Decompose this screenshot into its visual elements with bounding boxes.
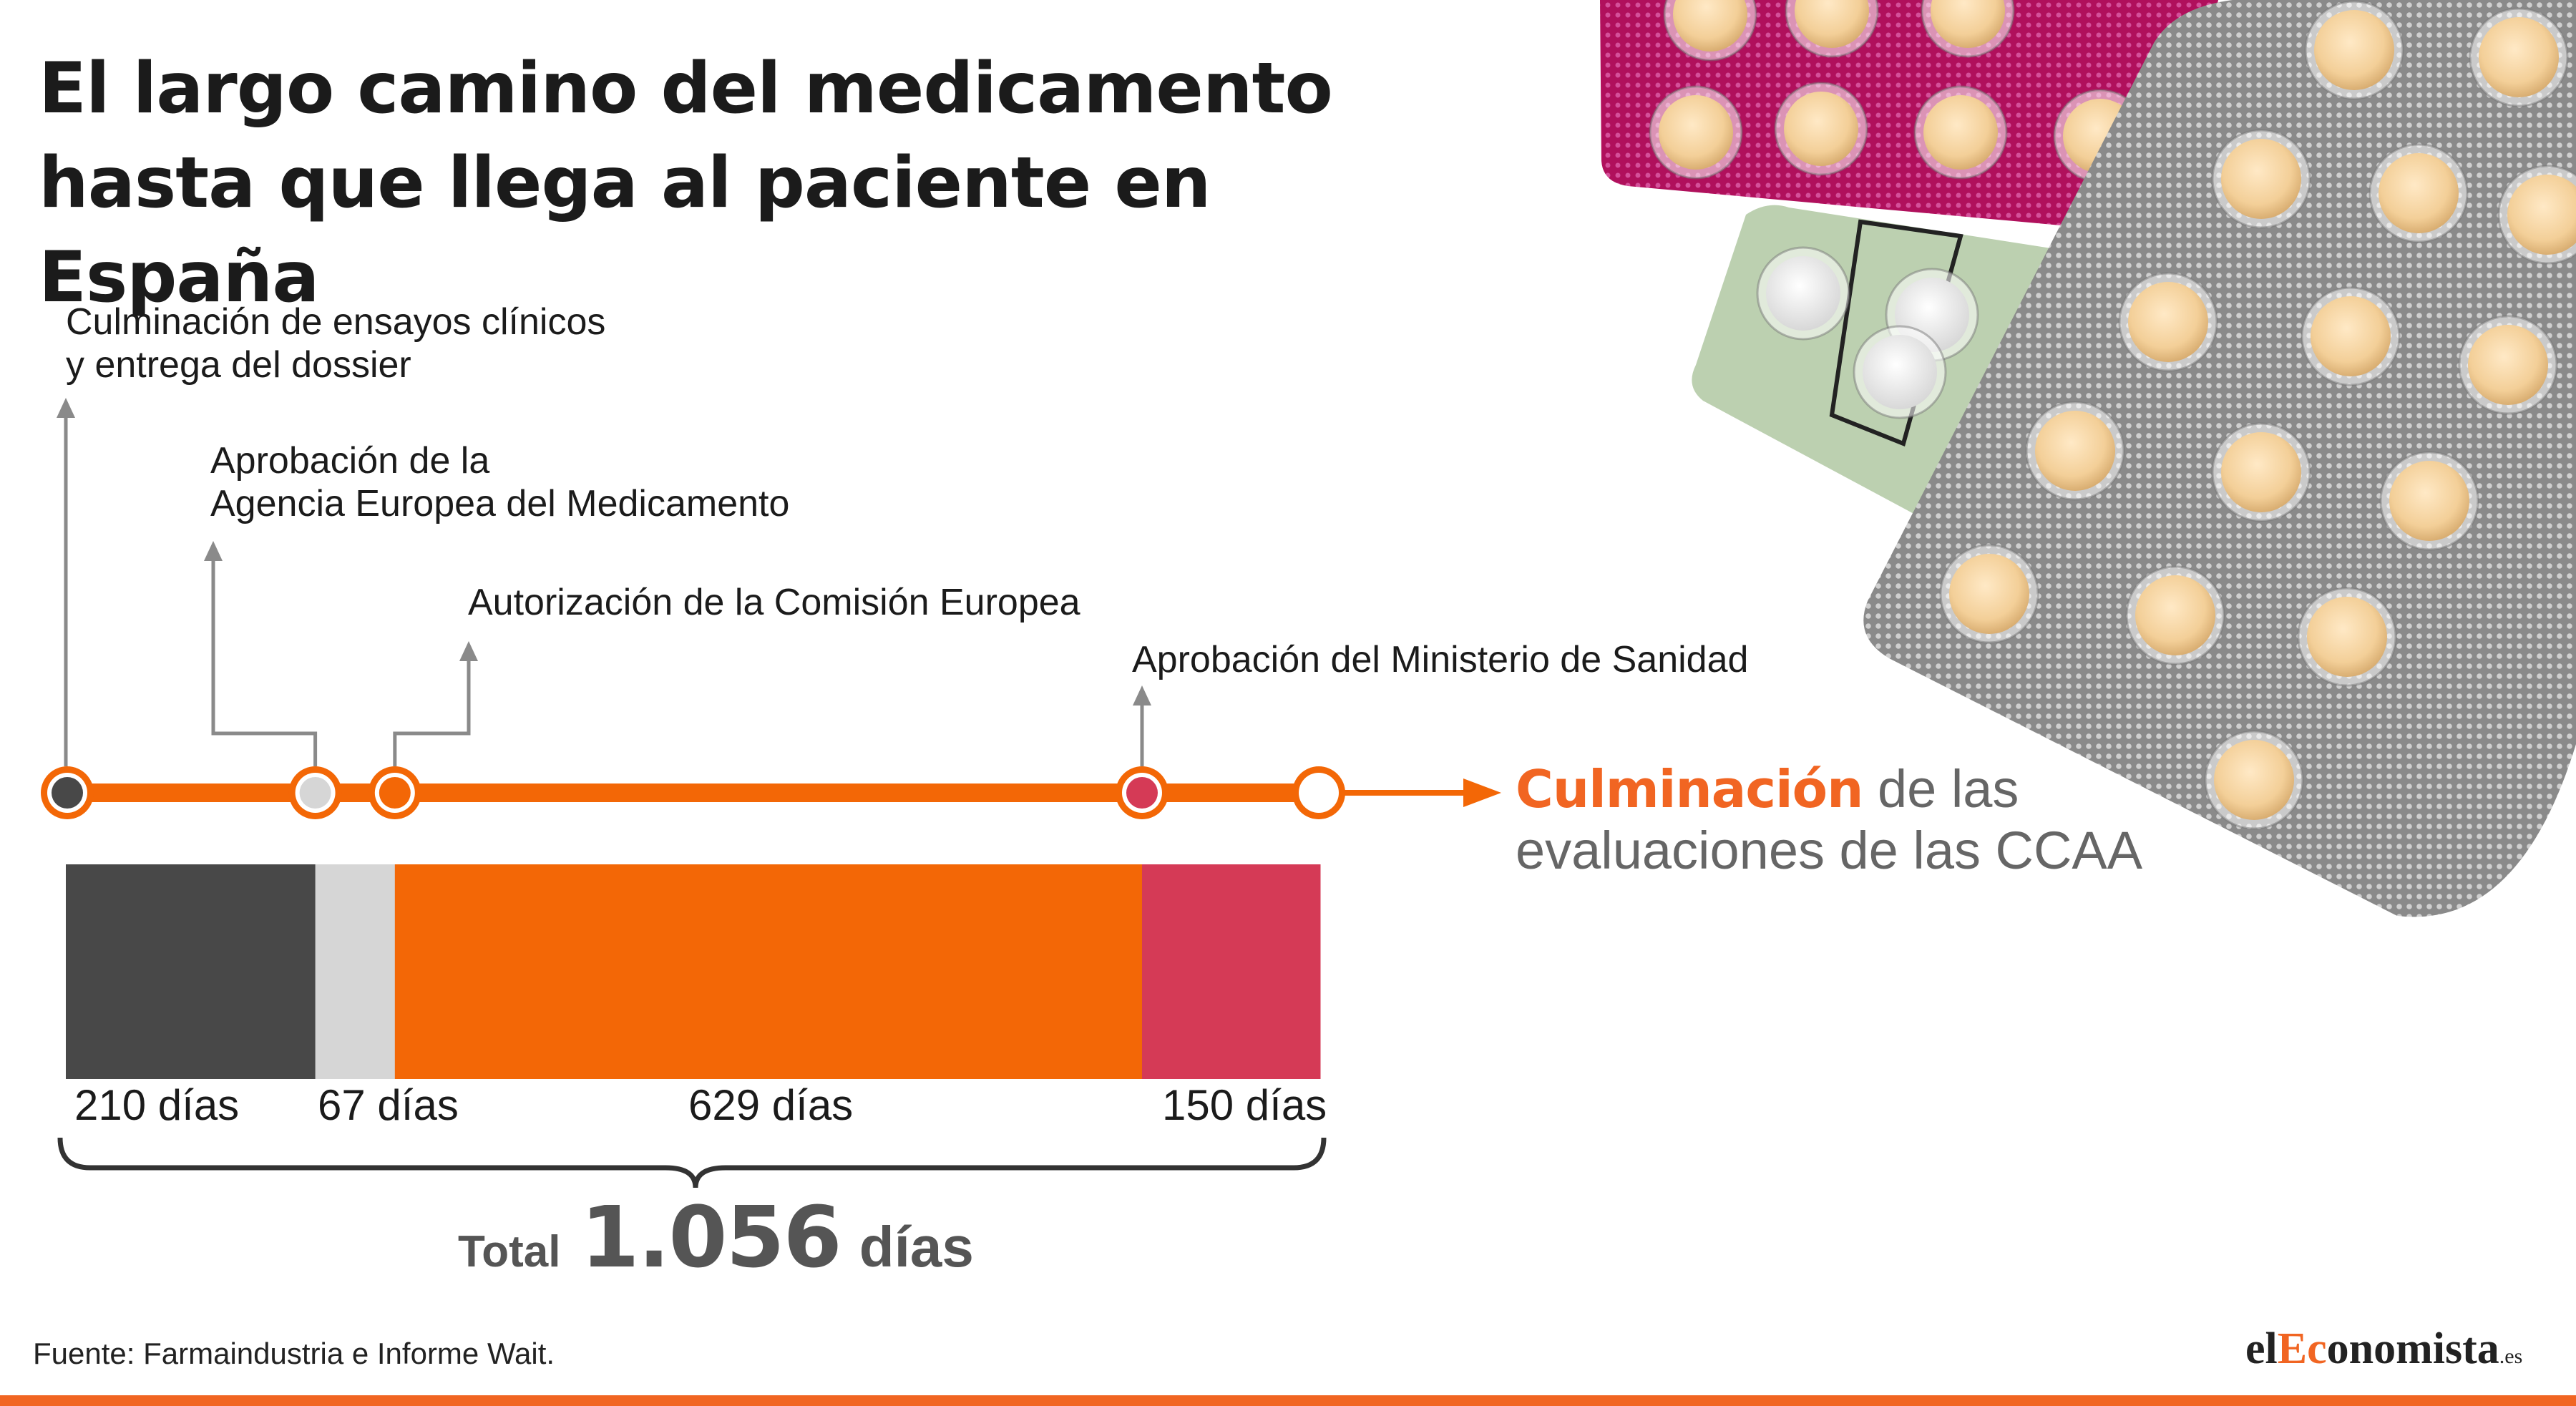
- silver-pill-15: [2214, 740, 2294, 820]
- milestone-connectors: [57, 398, 1151, 766]
- timeline-node-2: [299, 777, 331, 809]
- magenta-blister: [1600, 0, 2218, 233]
- milestone-4-line-1: Aprobación del Ministerio de Sanidad: [1132, 639, 1749, 680]
- silver-pill-6: [2128, 282, 2208, 362]
- page-title: El largo camino del medicamento hasta qu…: [39, 42, 1506, 325]
- logo-pre: el: [2245, 1324, 2278, 1373]
- stacked-bar: [66, 864, 1321, 1079]
- end-label: Culminación de las evaluaciones de las C…: [1516, 758, 2142, 882]
- milestone-2-line-2: Agencia Europea del Medicamento: [210, 483, 790, 524]
- bar-segment-4: [1141, 864, 1321, 1079]
- total: Total 1.056 días: [458, 1188, 974, 1287]
- bar-segment-1: [66, 864, 316, 1079]
- total-brace: [57, 1137, 1327, 1188]
- magenta-pill-7: [1931, 0, 2005, 48]
- end-label-line-2: evaluaciones de las CCAA: [1516, 821, 2143, 880]
- total-unit: días: [859, 1215, 974, 1279]
- connector-line-3: [393, 651, 471, 766]
- end-label-bold: Culminación: [1516, 759, 1863, 819]
- magenta-pill-5: [1673, 0, 1747, 52]
- milestone-3-line-1: Autorización de la Comisión Europea: [468, 582, 1080, 623]
- bar-segment-3: [394, 864, 1143, 1079]
- connector-arrow-2: [204, 541, 223, 561]
- timeline-node-5: [1303, 777, 1335, 809]
- green-blister-track: [1829, 219, 1963, 447]
- milestone-label-3: Autorización de la Comisión Europea: [468, 581, 1080, 624]
- logo-post: onomista: [2326, 1324, 2499, 1373]
- milestone-label-4: Aprobación del Ministerio de Sanidad: [1132, 638, 1748, 681]
- milestone-label-1: Culminación de ensayos clínicos y entreg…: [66, 301, 605, 386]
- silver-pill-3: [2221, 139, 2301, 219]
- timeline-node-1: [52, 777, 83, 809]
- magenta-pill-6: [1795, 0, 1869, 48]
- logo-suffix: .es: [2499, 1344, 2523, 1368]
- timeline-line: [67, 783, 1323, 802]
- segment-label-2: 67 días: [318, 1081, 459, 1129]
- total-value: 1.056: [580, 1188, 842, 1287]
- milestone-label-2: Aprobación de la Agencia Europea del Med…: [210, 439, 789, 525]
- silver-pill-2: [2479, 17, 2559, 97]
- logo-highlight: Ec: [2277, 1324, 2327, 1373]
- title-line-1: El largo camino del medicamento: [39, 48, 1333, 130]
- footer-accent-bar: [0, 1395, 2576, 1406]
- timeline-nodes: [41, 766, 1345, 819]
- silver-pill-1: [2314, 10, 2394, 90]
- timeline-node-3: [379, 777, 411, 809]
- silver-pill-11: [2389, 461, 2469, 541]
- connector-arrow-1: [57, 398, 75, 418]
- bar-segment-2: [315, 864, 396, 1079]
- green-pill-3: [1863, 335, 1937, 409]
- silver-pill-4: [2379, 153, 2459, 233]
- connector-line-2: [211, 551, 318, 766]
- segment-label-3: 629 días: [688, 1081, 854, 1129]
- magenta-pill-3: [1923, 95, 1998, 170]
- total-label: Total: [458, 1227, 561, 1276]
- silver-pill-14: [2307, 597, 2387, 677]
- publisher-logo: elEconomista.es: [2245, 1324, 2522, 1375]
- segment-label-1: 210 días: [74, 1081, 240, 1129]
- milestone-2-line-1: Aprobación de la: [210, 440, 490, 482]
- end-label-rest: de las: [1863, 759, 2019, 819]
- silver-pill-13: [2135, 575, 2215, 655]
- magenta-pill-1: [1659, 95, 1733, 170]
- green-pill-1: [1766, 256, 1840, 331]
- timeline-node-4: [1126, 777, 1158, 809]
- milestone-1-line-1: Culminación de ensayos clínicos: [66, 301, 606, 343]
- source-note: Fuente: Farmaindustria e Informe Wait.: [33, 1337, 555, 1370]
- segment-label-4: 150 días: [1162, 1081, 1327, 1129]
- magenta-pill-2: [1784, 92, 1858, 166]
- milestone-1-line-2: y entrega del dossier: [66, 344, 411, 386]
- silver-pill-7: [2311, 296, 2391, 376]
- silver-pill-12: [1949, 554, 2029, 634]
- silver-pill-8: [2468, 325, 2548, 405]
- silver-pill-9: [2035, 411, 2115, 491]
- connector-arrow-3: [459, 641, 478, 661]
- timeline-arrow-head: [1463, 778, 1501, 807]
- title-line-2: hasta que llega al paciente en España: [39, 142, 1211, 318]
- silver-pill-10: [2221, 432, 2301, 512]
- connector-arrow-4: [1132, 685, 1151, 706]
- silver-pill-5: [2507, 175, 2576, 255]
- end-label-line-1: Culminación de las: [1516, 758, 2142, 820]
